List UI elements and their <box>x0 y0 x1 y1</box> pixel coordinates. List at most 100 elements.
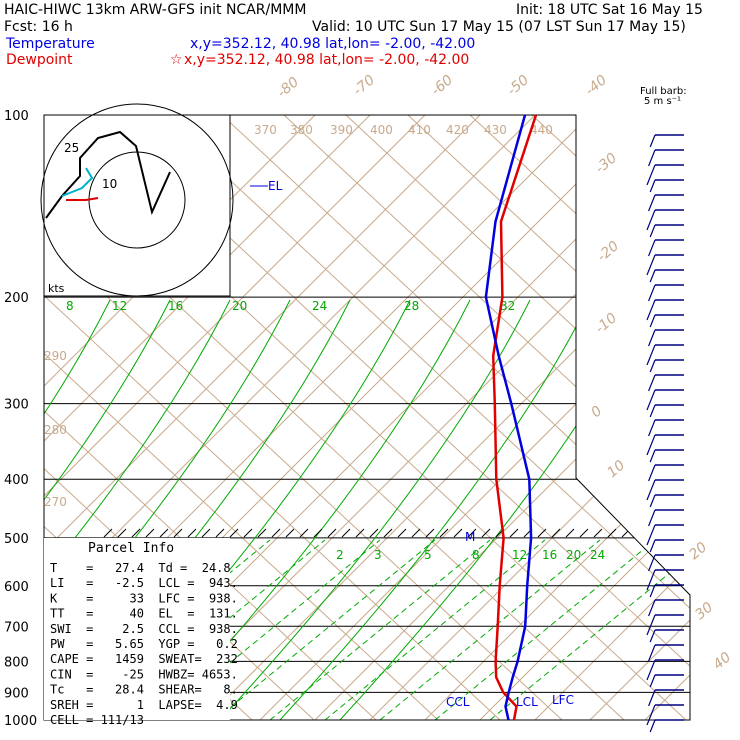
m-label: M <box>465 530 475 544</box>
theta-label: 410 <box>408 123 431 137</box>
freezing-hatch <box>229 528 239 538</box>
forecast-hour: Fcst: 16 h <box>4 19 73 35</box>
wind-barb-feather <box>646 704 656 726</box>
wind-barb-feather <box>649 404 656 418</box>
pressure-label: 600 <box>4 580 29 595</box>
freezing-hatch <box>411 528 421 538</box>
wind-barb-feather <box>649 539 656 553</box>
parcel-row: LI = -2.5 LCL = 943. <box>50 576 238 590</box>
parcel-row: T = 27.4 Td = 24.8 <box>50 561 231 575</box>
mixing-ratio-label: 24 <box>312 299 327 313</box>
temperature-curve <box>491 114 538 721</box>
isotherm-line <box>534 115 690 720</box>
sounding-curves: EL M CCL LCL LFC <box>250 114 574 721</box>
freezing-hatch <box>355 528 365 538</box>
hodograph-trace-sfc <box>66 197 99 201</box>
isotherm-label: 10 <box>604 457 628 481</box>
pressure-label: 200 <box>4 291 29 306</box>
dry-adiabat-line <box>44 115 377 720</box>
mixing-ratio-label: 12 <box>112 299 127 313</box>
isotherm-line <box>149 115 690 720</box>
freezing-hatch <box>285 528 295 538</box>
chart-title: HAIC-HIWC 13km ARW-GFS init NCAR/MMM <box>4 2 306 18</box>
parcel-row: CELL = 111/13 <box>50 713 144 727</box>
mixing-ratio-label: 20 <box>232 299 247 313</box>
wind-barb-feather <box>646 659 656 681</box>
isotherm-label: -20 <box>594 238 622 265</box>
theta-label: 400 <box>370 123 393 137</box>
mixing-ratio-line <box>324 539 546 720</box>
isotherm-label: -80 <box>274 74 302 101</box>
wind-barb-feather <box>649 314 656 328</box>
wind-barb-feather <box>649 719 656 733</box>
wind-barb-feather <box>646 569 656 591</box>
mixing-ratio-line <box>434 539 656 720</box>
wind-barb-feather <box>646 434 656 456</box>
freezing-hatch <box>383 528 393 538</box>
dewpoint-location: x,y=352.12, 40.98 lat,lon= -2.00, -42.00 <box>184 52 469 68</box>
wind-barb-feather <box>646 299 656 321</box>
barb-legend-line1: Full barb: <box>640 86 687 97</box>
theta-label: 270 <box>44 495 67 509</box>
freezing-hatch <box>509 528 519 538</box>
wind-barb-feather <box>649 629 656 643</box>
isotherm-line <box>44 115 481 720</box>
wind-barb-feather <box>646 344 656 366</box>
freezing-hatch <box>131 528 141 538</box>
freezing-hatch <box>271 528 281 538</box>
mixing-ratio-label: 32 <box>500 299 515 313</box>
isotherm-label: -30 <box>592 150 620 177</box>
dry-adiabat-line <box>221 115 690 720</box>
lcl-label: LCL <box>516 695 538 709</box>
isotherm-line <box>369 115 690 720</box>
pressure-label: 300 <box>4 398 29 413</box>
parcel-panel-bg <box>44 538 230 720</box>
isotherm-line <box>44 115 536 720</box>
freezing-hatch <box>117 528 127 538</box>
moist-adiabat-curve <box>279 299 591 720</box>
isotherm-label: 30 <box>692 599 716 623</box>
wind-barb-feather <box>646 164 656 186</box>
parcel-row: PW = 5.65 YGP = 0.2 <box>50 637 238 651</box>
barb-legend-line2: 5 m s⁻¹ <box>644 96 681 107</box>
theta-label: 370 <box>254 123 277 137</box>
freezing-hatch <box>159 528 169 538</box>
pressure-label: 800 <box>4 655 29 670</box>
moist-adiabat-curve <box>44 299 231 720</box>
isotherm-label: -50 <box>504 72 532 99</box>
parcel-info-panel: Parcel Info T = 27.4 Td = 24.8LI = -2.5 L… <box>44 538 238 727</box>
wind-barb-feather <box>648 239 656 257</box>
isotherm-label: 0 <box>588 403 605 421</box>
parcel-title: Parcel Info <box>88 541 174 556</box>
wind-barb-feather <box>648 284 656 302</box>
freezing-hatch <box>593 528 603 538</box>
wind-barb-feather <box>646 479 656 501</box>
moist-adiabat-curve <box>219 299 531 720</box>
isotherm-label: -70 <box>350 72 378 99</box>
wind-barb-feather <box>646 614 656 636</box>
wind-barb-feather <box>649 134 656 148</box>
dewpoint-marker-icon: ☆ <box>170 52 183 68</box>
parcel-row: CAPE = 1459 SWEAT= 232 <box>50 652 238 666</box>
mixing-ratio-label: 2 <box>336 548 344 562</box>
moist-adiabat-curve <box>44 299 171 720</box>
temperature-location: x,y=352.12, 40.98 lat,lon= -2.00, -42.00 <box>190 36 475 52</box>
moist-adiabat-curve <box>44 299 111 720</box>
freezing-hatch <box>467 528 477 538</box>
header: HAIC-HIWC 13km ARW-GFS init NCAR/MMM Ini… <box>4 2 703 107</box>
wind-barb-feather <box>648 689 656 707</box>
parcel-row: CIN = -25 HWBZ= 4653. <box>50 667 238 681</box>
isotherm-line <box>204 115 690 720</box>
mixing-ratio-label: 24 <box>590 548 605 562</box>
pressure-label: 1000 <box>4 714 37 729</box>
dry-adiabat-line <box>469 115 690 720</box>
wind-barb-feather <box>648 149 656 167</box>
hodograph-trace <box>45 130 171 219</box>
freezing-hatch <box>369 528 379 538</box>
isotherm-line <box>44 115 371 720</box>
pressure-label: 500 <box>4 532 29 547</box>
freezing-hatch <box>173 528 183 538</box>
mixing-ratio-label: 16 <box>542 548 557 562</box>
mixing-ratio-label: 8 <box>472 548 480 562</box>
